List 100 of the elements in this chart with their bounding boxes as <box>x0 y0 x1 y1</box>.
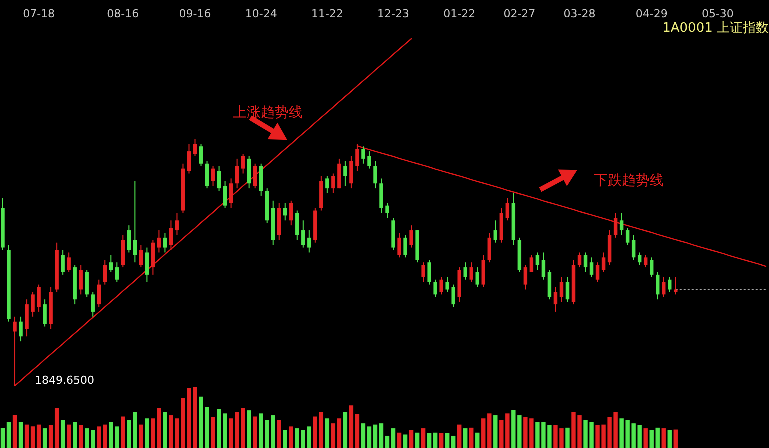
x-tick-label: 04-29 <box>636 8 668 20</box>
candlestick <box>554 286 558 312</box>
bar <box>283 430 288 448</box>
candlestick <box>205 160 210 190</box>
bar <box>109 422 114 448</box>
bar <box>464 428 468 448</box>
bar <box>674 430 678 448</box>
x-tick-label: 08-16 <box>107 8 140 20</box>
bar <box>72 422 78 448</box>
candlestick <box>428 260 432 286</box>
candlestick <box>368 151 372 170</box>
candlestick <box>296 210 300 241</box>
x-tick-label: 03-28 <box>564 8 596 20</box>
bar <box>103 424 108 448</box>
candlestick <box>470 262 474 283</box>
bar <box>337 418 342 448</box>
bar <box>0 428 6 448</box>
candlestick <box>103 260 107 286</box>
bar <box>650 430 654 448</box>
candlestick <box>530 254 534 273</box>
bar <box>60 420 66 448</box>
candlestick <box>632 234 636 261</box>
bar <box>445 434 450 448</box>
candlestick <box>674 276 678 296</box>
candlestick <box>157 230 162 254</box>
bar <box>644 428 648 448</box>
bar <box>24 424 30 448</box>
candlestick <box>668 276 672 293</box>
bar <box>488 414 492 448</box>
candlestick <box>614 212 618 238</box>
candlestick <box>235 158 240 190</box>
candlestick <box>536 252 540 271</box>
candlestick <box>229 178 234 209</box>
candlestick <box>452 284 456 308</box>
candlestick <box>596 262 600 283</box>
bar <box>349 406 354 448</box>
candlestick <box>85 270 89 298</box>
bar <box>367 426 372 448</box>
candlestick <box>578 252 582 268</box>
candlestick <box>217 166 222 192</box>
candlestick <box>79 264 83 296</box>
bar <box>91 430 96 448</box>
x-tick-label: 11-22 <box>311 8 344 20</box>
bar <box>373 424 378 448</box>
bar <box>66 424 72 448</box>
candlestick <box>566 276 570 303</box>
candlestick <box>187 144 192 174</box>
candlestick <box>398 232 402 258</box>
bar <box>271 416 276 448</box>
candlestick <box>109 254 114 273</box>
bar <box>295 428 300 448</box>
x-tick-label: 09-16 <box>179 8 212 20</box>
candlestick <box>199 144 204 167</box>
bar <box>145 418 150 448</box>
candlestick <box>434 279 438 298</box>
candlestick <box>223 180 228 209</box>
candlestick <box>139 244 144 268</box>
candlestick <box>404 234 408 258</box>
candlestick <box>410 225 414 248</box>
bar <box>163 412 168 448</box>
candlestick <box>662 276 666 298</box>
candlestick <box>241 154 246 174</box>
candlestick <box>302 220 306 248</box>
bar <box>662 428 666 448</box>
x-tick-label: 05-30 <box>702 8 734 20</box>
bar <box>42 428 48 448</box>
candlestick <box>650 257 654 278</box>
candlestick <box>494 220 498 244</box>
candlestick <box>326 176 330 194</box>
candlestick <box>656 272 660 300</box>
candlestick <box>446 276 450 293</box>
candlestick <box>115 262 120 283</box>
candlestick <box>584 252 588 273</box>
candlestick <box>253 163 258 190</box>
bar <box>397 432 402 448</box>
candlestick <box>644 254 648 268</box>
bar <box>482 418 486 448</box>
bar <box>313 416 318 448</box>
bar <box>247 410 252 448</box>
bar <box>331 424 336 448</box>
candlestick <box>61 250 65 276</box>
candlestick <box>488 232 492 264</box>
bar <box>470 428 474 448</box>
candlestick <box>211 166 216 187</box>
annotation: 1849.6500 <box>35 374 95 387</box>
candlestick <box>506 198 510 222</box>
candlestick <box>43 299 47 328</box>
bar <box>289 426 294 448</box>
candlestick <box>91 292 95 318</box>
bar <box>253 416 258 448</box>
x-tick-label: 07-18 <box>23 8 56 20</box>
bar <box>656 428 660 448</box>
bar <box>30 426 36 448</box>
candlestick <box>175 212 180 236</box>
bar <box>85 428 90 448</box>
bar <box>115 426 120 448</box>
candlestick <box>386 202 390 219</box>
bar <box>451 436 456 448</box>
bar <box>355 414 360 448</box>
bar <box>433 432 438 448</box>
